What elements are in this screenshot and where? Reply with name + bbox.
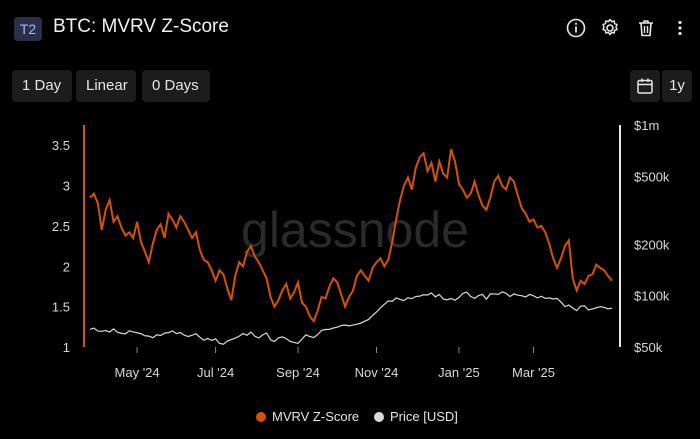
- chart-badge: T2: [14, 17, 42, 41]
- watermark-text: glassnode: [241, 202, 469, 258]
- right-tick-label: $200k: [634, 237, 670, 252]
- mvrv-series-line: [89, 148, 613, 324]
- resolution-button[interactable]: 1 Day: [12, 70, 72, 102]
- legend-label-price: Price [USD]: [390, 409, 458, 424]
- more-vertical-icon[interactable]: [668, 16, 692, 40]
- trash-icon[interactable]: [634, 16, 658, 40]
- mvrv-chart[interactable]: glassnode 1 1.5 2 2.5 3 3.5 $50k $100k $200k $50…: [0, 110, 700, 410]
- left-tick-label: 2.5: [52, 219, 70, 234]
- mvrv-legend-dot: [256, 411, 266, 422]
- x-tick-label: Jul '24: [197, 365, 234, 380]
- right-tick-label: $100k: [634, 289, 670, 304]
- left-tick-label: 1.5: [52, 300, 70, 315]
- right-tick-label: $50k: [634, 340, 663, 355]
- left-tick-label: 1: [63, 340, 70, 355]
- calendar-button[interactable]: [630, 70, 660, 102]
- legend-item-price[interactable]: Price [USD]: [374, 409, 458, 424]
- right-tick-label: $500k: [634, 169, 670, 184]
- price-series-line: [89, 291, 613, 345]
- gear-icon[interactable]: [598, 16, 622, 40]
- left-tick-label: 3: [63, 179, 70, 194]
- left-tick-label: 3.5: [52, 138, 70, 153]
- legend-label-mvrv: MVRV Z-Score: [272, 409, 360, 424]
- chart-title: BTC: MVRV Z-Score: [53, 16, 229, 37]
- range-button[interactable]: 1y: [662, 70, 692, 102]
- x-tick-label: May '24: [115, 365, 160, 380]
- right-tick-label: $1m: [634, 118, 659, 133]
- top-bar: T2 BTC: MVRV Z-Score: [0, 0, 700, 56]
- x-tick-label: Jan '25: [438, 365, 480, 380]
- info-icon[interactable]: [564, 16, 588, 40]
- calendar-icon: [637, 78, 653, 94]
- x-tick-label: Nov '24: [355, 365, 399, 380]
- sma-button[interactable]: 0 Days: [142, 70, 210, 102]
- x-tick-label: Sep '24: [276, 365, 320, 380]
- chart-legend: MVRV Z-Score Price [USD]: [0, 409, 700, 427]
- legend-item-mvrv[interactable]: MVRV Z-Score: [256, 409, 359, 424]
- price-legend-dot: [374, 411, 384, 422]
- left-tick-label: 2: [63, 259, 70, 274]
- scale-button[interactable]: Linear: [76, 70, 136, 102]
- x-tick-label: Mar '25: [512, 365, 555, 380]
